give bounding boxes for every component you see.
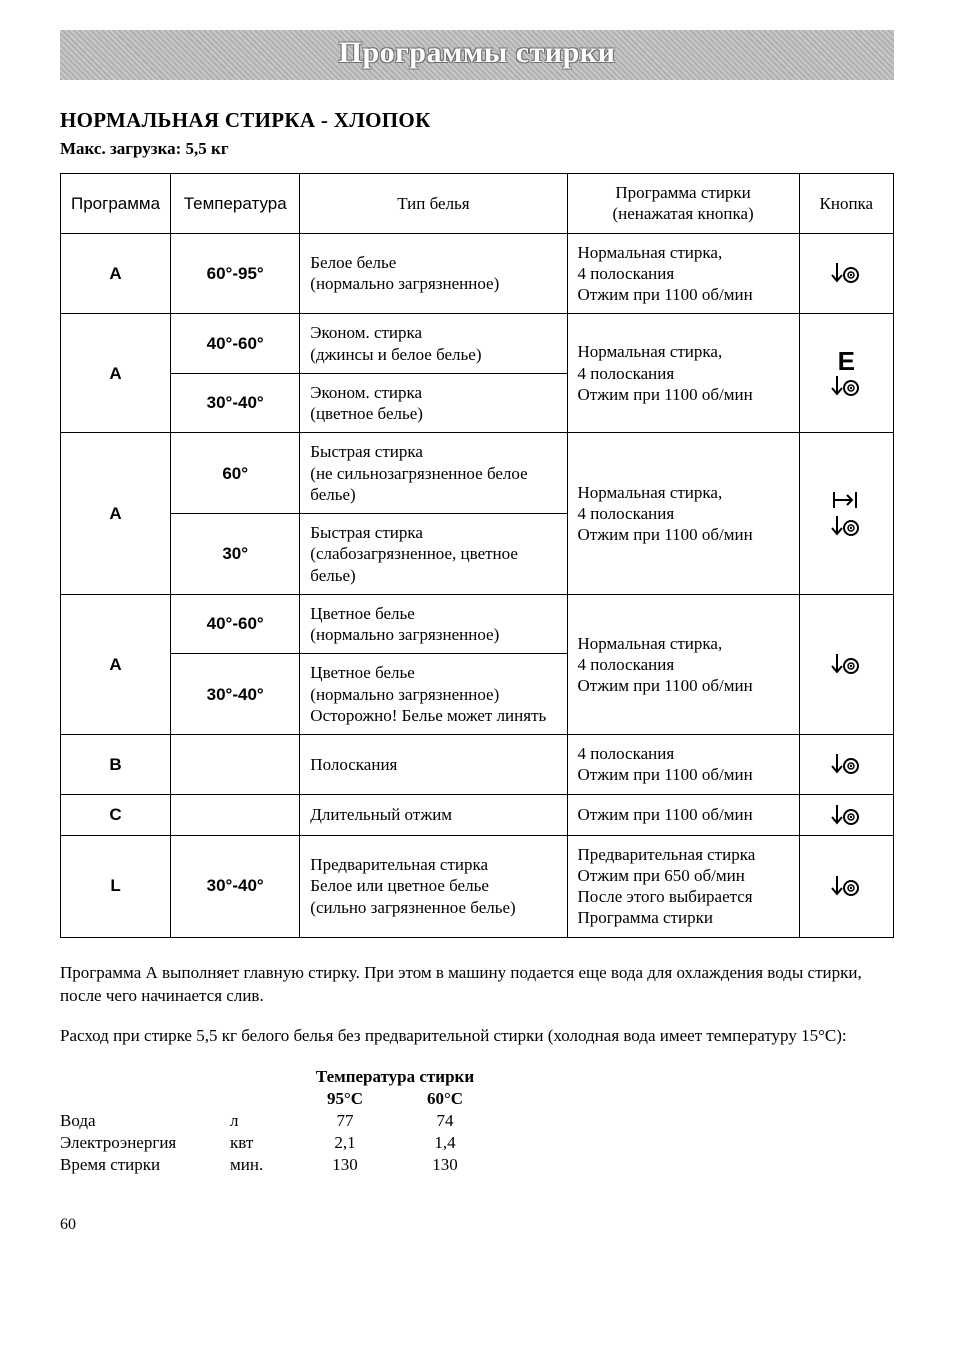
cell-temperature: 30° <box>171 514 300 595</box>
banner-title: Программы стирки <box>339 36 616 69</box>
cell-temperature <box>171 794 300 835</box>
table-row: C Длительный отжим Отжим при 1100 об/мин <box>61 794 894 835</box>
consumption-row: Вода л 77 74 <box>60 1110 500 1132</box>
consumption-v1: 2,1 <box>300 1132 400 1154</box>
cell-program: C <box>61 794 171 835</box>
section-heading: НОРМАЛЬНАЯ СТИРКА - ХЛОПОК <box>60 108 894 133</box>
cell-wash: Нормальная стирка, 4 полоскания Отжим пр… <box>567 233 799 314</box>
table-row: B Полоскания 4 полоскания Отжим при 1100… <box>61 735 894 795</box>
consumption-row: Электроэнергия квт 2,1 1,4 <box>60 1132 500 1154</box>
cell-type: Белое белье (нормально загрязненное) <box>300 233 567 314</box>
th-button: Кнопка <box>799 174 893 234</box>
cell-wash: Нормальная стирка, 4 полоскания Отжим пр… <box>567 433 799 595</box>
th-wash: Программа стирки (ненажатая кнопка) <box>567 174 799 234</box>
th-program: Программа <box>61 174 171 234</box>
cell-temperature: 40°-60° <box>171 314 300 374</box>
cell-type: Быстрая стирка (не сильнозагрязненное бе… <box>300 433 567 514</box>
cell-program: A <box>61 594 171 734</box>
consumption-v2: 74 <box>400 1110 500 1132</box>
e-icon: E <box>831 348 861 374</box>
cell-type: Быстрая стирка (слабозагрязненное, цветн… <box>300 514 567 595</box>
document-page: Программы стирки НОРМАЛЬНАЯ СТИРКА - ХЛО… <box>0 0 954 1264</box>
consumption-col1: 95°C <box>300 1088 400 1110</box>
cell-button <box>799 433 893 595</box>
spin-icon <box>831 652 861 676</box>
consumption-label: Вода <box>60 1110 230 1132</box>
th-type: Тип белья <box>300 174 567 234</box>
cell-temperature: 30°-40° <box>171 654 300 735</box>
consumption-v1: 77 <box>300 1110 400 1132</box>
th-temperature: Температура <box>171 174 300 234</box>
cell-temperature: 40°-60° <box>171 594 300 654</box>
cell-type: Цветное белье (нормально загрязненное) <box>300 594 567 654</box>
spin-icon <box>831 752 861 776</box>
consumption-col2: 60°C <box>400 1088 500 1110</box>
cell-temperature: 30°-40° <box>171 373 300 433</box>
cell-wash: Отжим при 1100 об/мин <box>567 794 799 835</box>
cell-type: Эконом. стирка (джинсы и белое белье) <box>300 314 567 374</box>
cell-button <box>799 735 893 795</box>
consumption-label: Время стирки <box>60 1154 230 1176</box>
cell-type: Цветное белье (нормально загрязненное) О… <box>300 654 567 735</box>
spin-icon <box>831 261 861 285</box>
table-row: L 30°-40° Предварительная стирка Белое и… <box>61 835 894 937</box>
section-subheading: Макс. загрузка: 5,5 кг <box>60 139 894 159</box>
cell-program: A <box>61 433 171 595</box>
cell-type: Длительный отжим <box>300 794 567 835</box>
consumption-v2: 1,4 <box>400 1132 500 1154</box>
cell-button: E <box>799 314 893 433</box>
program-table: Программа Температура Тип белья Программ… <box>60 173 894 938</box>
cell-program: A <box>61 314 171 433</box>
table-row: A 60° Быстрая стирка (не сильнозагрязнен… <box>61 433 894 514</box>
cell-program: L <box>61 835 171 937</box>
spin-icon <box>831 514 861 538</box>
consumption-row: Время стирки мин. 130 130 <box>60 1154 500 1176</box>
cell-type: Предварительная стирка Белое или цветное… <box>300 835 567 937</box>
consumption-table: Температура стирки 95°C 60°C Вода л 77 7… <box>60 1066 500 1176</box>
table-row: A 40°-60° Эконом. стирка (джинсы и белое… <box>61 314 894 374</box>
cell-temperature: 30°-40° <box>171 835 300 937</box>
cell-button <box>799 835 893 937</box>
cell-button <box>799 594 893 734</box>
cell-button <box>799 794 893 835</box>
paragraph-note-2: Расход при стирке 5,5 кг белого белья бе… <box>60 1025 894 1048</box>
consumption-title: Температура стирки <box>300 1066 500 1088</box>
spin-icon <box>831 803 861 827</box>
short-icon <box>832 490 860 510</box>
cell-type: Полоскания <box>300 735 567 795</box>
consumption-unit: квт <box>230 1132 300 1154</box>
cell-program: A <box>61 233 171 314</box>
cell-program: B <box>61 735 171 795</box>
title-banner: Программы стирки <box>60 30 894 80</box>
page-number: 60 <box>60 1216 894 1234</box>
spin-icon <box>831 374 861 398</box>
paragraph-note-1: Программа А выполняет главную стирку. Пр… <box>60 962 894 1008</box>
cell-wash: Предварительная стирка Отжим при 650 об/… <box>567 835 799 937</box>
cell-wash: Нормальная стирка, 4 полоскания Отжим пр… <box>567 314 799 433</box>
cell-type: Эконом. стирка (цветное белье) <box>300 373 567 433</box>
consumption-unit: мин. <box>230 1154 300 1176</box>
consumption-unit: л <box>230 1110 300 1132</box>
cell-temperature: 60° <box>171 433 300 514</box>
spin-icon <box>831 874 861 898</box>
cell-button <box>799 233 893 314</box>
consumption-v2: 130 <box>400 1154 500 1176</box>
cell-wash: 4 полоскания Отжим при 1100 об/мин <box>567 735 799 795</box>
cell-temperature <box>171 735 300 795</box>
cell-temperature: 60°-95° <box>171 233 300 314</box>
consumption-label: Электроэнергия <box>60 1132 230 1154</box>
cell-wash: Нормальная стирка, 4 полоскания Отжим пр… <box>567 594 799 734</box>
table-row: A 40°-60° Цветное белье (нормально загря… <box>61 594 894 654</box>
consumption-v1: 130 <box>300 1154 400 1176</box>
table-row: A 60°-95° Белое белье (нормально загрязн… <box>61 233 894 314</box>
